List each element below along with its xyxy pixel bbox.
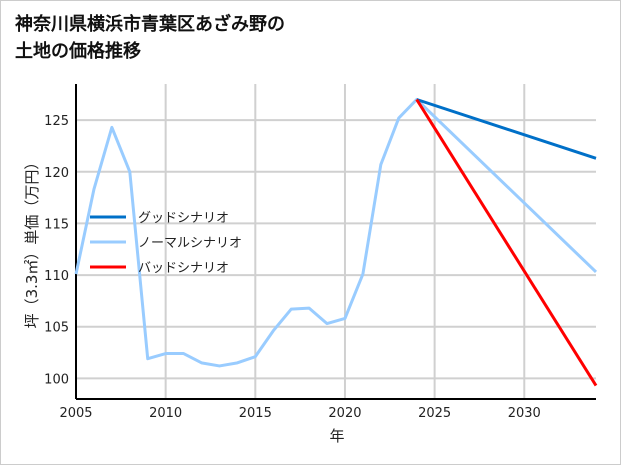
y-tick-label: 105 [44, 321, 69, 336]
x-tick-label: 2005 [59, 406, 92, 421]
y-tick-label: 110 [44, 269, 69, 284]
x-tick-label: 2015 [239, 406, 272, 421]
y-tick-label: 115 [44, 217, 69, 232]
series-line-0 [416, 98, 597, 160]
x-tick-label: 2010 [149, 406, 182, 421]
legend-label: バッドシナリオ [138, 261, 229, 276]
y-tick-label: 125 [44, 114, 69, 129]
x-tick-label: 2030 [508, 406, 541, 421]
x-axis-label: 年 [329, 427, 344, 445]
x-tick-label: 2025 [418, 406, 451, 421]
y-axis-label: 坪（3.3㎡）単価（万円） [23, 155, 41, 329]
series-line-1 [74, 97, 598, 368]
series-line-2 [415, 98, 598, 387]
y-tick-label: 120 [44, 166, 69, 181]
legend-label: ノーマルシナリオ [138, 236, 242, 251]
x-tick-label: 2020 [328, 406, 361, 421]
chart-title: 神奈川県横浜市青葉区あざみ野の 土地の価格推移 [15, 14, 285, 62]
legend-label: グッドシナリオ [138, 211, 229, 226]
y-tick-label: 100 [44, 372, 69, 387]
